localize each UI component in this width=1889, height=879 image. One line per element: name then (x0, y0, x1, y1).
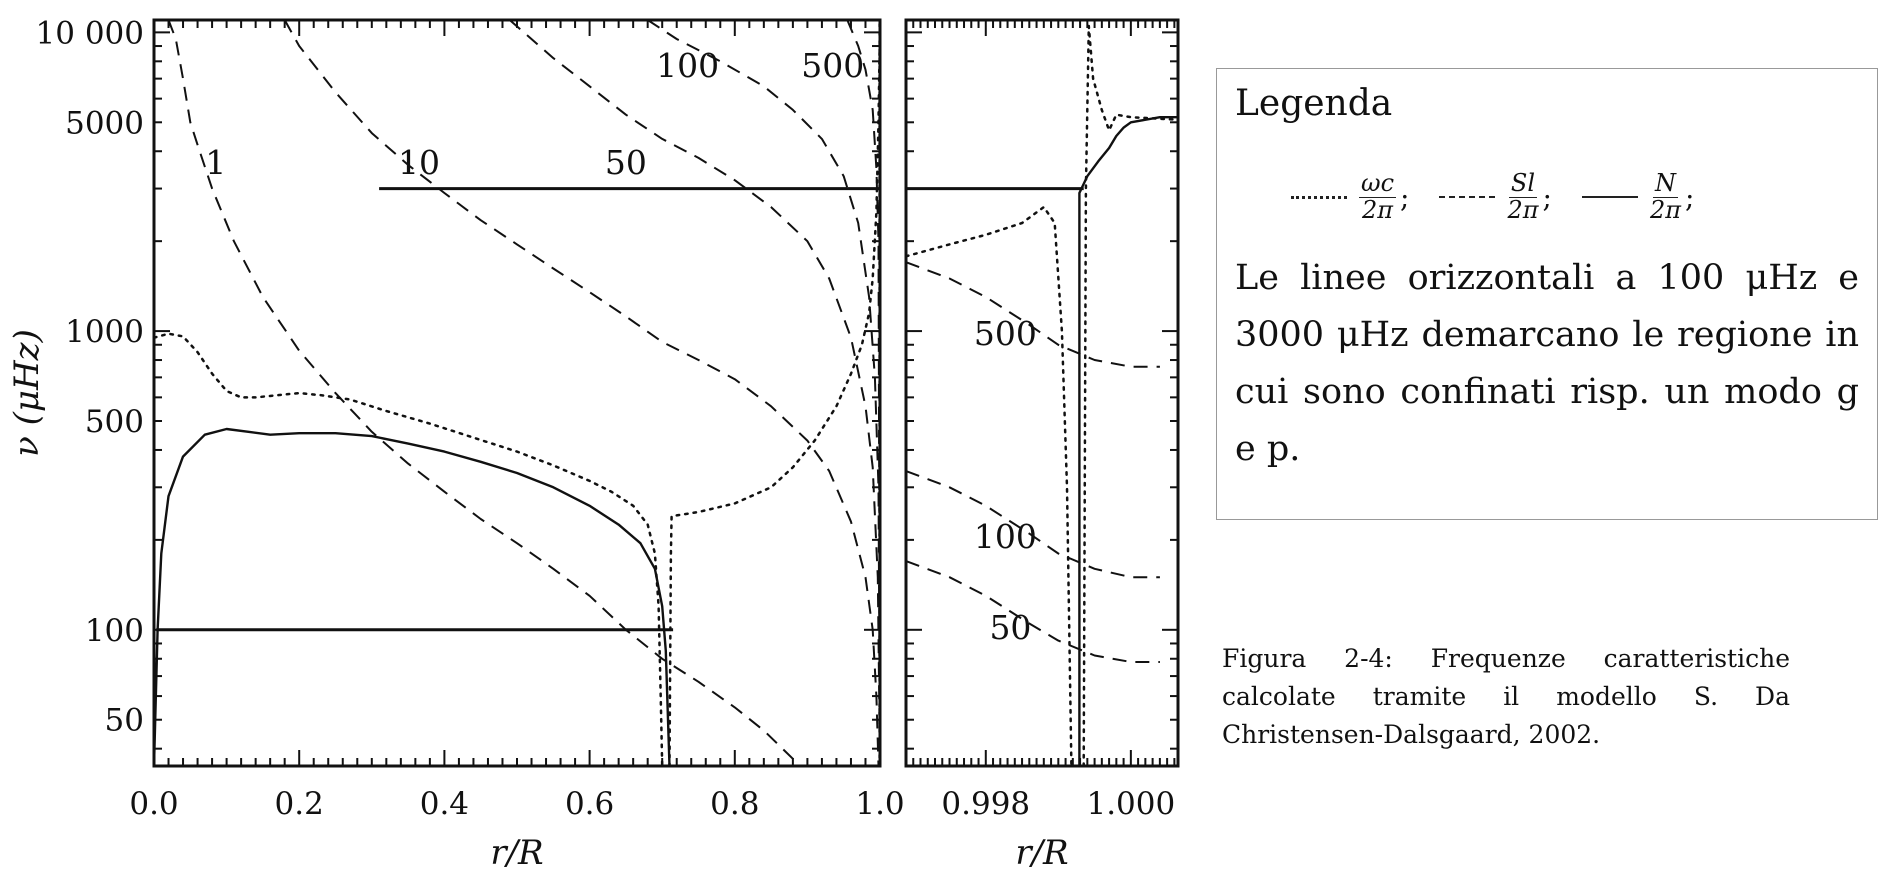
main-x-tick-label: 0.6 (565, 786, 614, 822)
main-plot-frame (152, 18, 882, 768)
solid-line-sample (1581, 196, 1638, 198)
zoom-curve-label: 100 (974, 517, 1037, 556)
main-series-dashed-8 (647, 20, 880, 766)
main-x-tick-label: 0.8 (710, 786, 759, 822)
legend-items: ωc 2π ; Sl 2π ; N 2π ; (1291, 158, 1859, 236)
main-x-tick-label: 0.2 (275, 786, 324, 822)
dashed-line-sample (1439, 196, 1496, 198)
main-y-tick-label: 5000 (65, 105, 144, 141)
legend-fraction-lamb: Sl 2π (1507, 169, 1539, 224)
main-y-tick-label: 10 000 (36, 15, 144, 51)
fraction-denominator: 2π (1361, 195, 1394, 224)
fraction-numerator: ωc (1359, 169, 1397, 198)
legend-separator: ; (1542, 180, 1552, 214)
main-x-axis-label: r/R (490, 833, 543, 873)
main-x-tick-label: 0.0 (129, 786, 178, 822)
zoom-series-dashed-6 (906, 560, 1160, 663)
dotted-line-sample (1291, 195, 1347, 199)
fraction-numerator: Sl (1508, 169, 1538, 198)
zoom-series-solid-2 (1078, 116, 1178, 766)
main-series-solid-2 (154, 427, 671, 766)
zoom-x-tick-label: 0.998 (941, 786, 1030, 822)
zoom-series-dotted-1 (1082, 24, 1178, 766)
main-series-dotted-1 (668, 20, 880, 766)
main-curve-label: 50 (605, 143, 647, 182)
main-curve-label: 500 (801, 46, 864, 85)
legend-title: Legenda (1235, 83, 1393, 124)
main-x-tick-label: 1.0 (855, 786, 904, 822)
legend-description: Le linee orizzontali a 100 μHz e 3000 μH… (1235, 258, 1859, 469)
legend-separator: ; (1400, 180, 1410, 214)
main-series-dashed-9 (846, 20, 880, 766)
fraction-denominator: 2π (1649, 195, 1681, 224)
legend-fraction-bv: N 2π (1649, 169, 1681, 224)
zoom-panel: 0.998 1.000 r/R 500 100 50 (904, 18, 1180, 873)
main-series-dashed-6 (283, 20, 880, 766)
figure-caption: Figura 2-4: Frequenze caratteristiche ca… (1222, 644, 1790, 749)
main-y-tick-label: 50 (105, 703, 144, 739)
main-panel: 0.0 0.2 0.4 0.6 0.8 1.0 50 100 500 1000 5000 10 000… (7, 15, 905, 873)
main-x-tick-label: 0.4 (420, 786, 469, 822)
legend-item-solid: N 2π ; (1581, 169, 1695, 224)
main-series-dotted-0 (154, 332, 664, 766)
zoom-plot-frame (904, 18, 1180, 768)
zoom-x-axis-label: r/R (1015, 833, 1068, 873)
zoom-series-dotted-0 (906, 205, 1073, 766)
main-y-tick-label: 500 (85, 404, 144, 440)
fraction-denominator: 2π (1507, 195, 1539, 224)
zoom-curve-label: 500 (974, 314, 1037, 353)
zoom-x-tick-label: 1.000 (1086, 786, 1175, 822)
main-series-dashed-5 (167, 20, 801, 766)
main-curve-label: 10 (398, 143, 440, 182)
legend-fraction-omega: ωc 2π (1359, 169, 1397, 224)
fraction-numerator: N (1652, 169, 1678, 198)
zoom-series-dashed-4 (906, 261, 1160, 368)
legend-item-dashed: Sl 2π ; (1439, 169, 1552, 224)
legend-box: Legenda ωc 2π ; Sl 2π ; N 2π ; Le (1216, 68, 1878, 520)
main-curve-label: 1 (205, 143, 226, 182)
zoom-series-dashed-5 (906, 470, 1160, 579)
main-series-dashed-7 (509, 20, 880, 766)
legend-separator: ; (1684, 180, 1695, 214)
legend-item-dotted: ωc 2π ; (1291, 171, 1409, 222)
zoom-curve-label: 50 (989, 608, 1031, 647)
main-curve-label: 100 (656, 46, 719, 85)
main-y-tick-label: 100 (85, 613, 144, 649)
y-axis-label: ν (μHz) (7, 329, 47, 457)
main-y-tick-label: 1000 (65, 314, 144, 350)
